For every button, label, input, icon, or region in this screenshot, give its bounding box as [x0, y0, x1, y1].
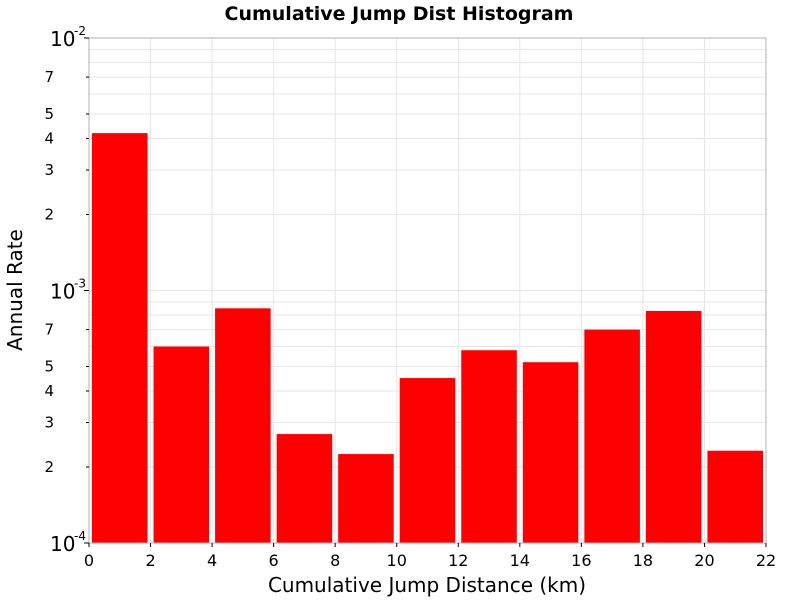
bar: [584, 329, 640, 543]
chart-title: Cumulative Jump Dist Histogram: [225, 3, 574, 25]
x-axis-ticks: 0 2 4 6 8 10 12 14 16 18 20 22: [84, 543, 776, 570]
x-tick-label: 18: [633, 551, 653, 570]
y-tick-label: 3: [44, 414, 54, 432]
bar: [92, 133, 148, 543]
x-tick-label: 16: [571, 551, 591, 570]
y-major-tick-label: 10: [50, 280, 75, 304]
y-major-tick-label: 10: [50, 532, 75, 556]
y-tick-label: 5: [44, 105, 54, 123]
bar: [153, 346, 210, 543]
y-tick-label: 7: [44, 321, 54, 339]
bar: [645, 310, 702, 543]
y-axis-label: Annual Rate: [3, 229, 27, 351]
x-tick-label: 20: [694, 551, 714, 570]
x-tick-label: 14: [510, 551, 530, 570]
y-major-tick-exponent: -4: [74, 529, 86, 543]
bars: [92, 133, 763, 543]
x-tick-label: 0: [84, 551, 94, 570]
y-major-tick-exponent: -2: [74, 24, 86, 38]
x-tick-label: 8: [330, 551, 340, 570]
x-tick-label: 12: [448, 551, 468, 570]
y-tick-label: 2: [44, 458, 54, 476]
x-tick-label: 10: [387, 551, 407, 570]
x-tick-label: 22: [756, 551, 776, 570]
x-tick-label: 6: [269, 551, 279, 570]
bar: [215, 308, 271, 543]
y-tick-label: 4: [44, 129, 54, 147]
y-tick-label: 3: [44, 161, 54, 179]
y-major-tick-exponent: -3: [74, 277, 86, 291]
bar: [461, 350, 517, 543]
bar: [338, 454, 394, 543]
x-tick-label: 4: [207, 551, 217, 570]
bar: [399, 378, 456, 543]
y-tick-label: 4: [44, 382, 54, 400]
bar: [522, 362, 579, 543]
y-tick-label: 7: [44, 68, 54, 86]
bar: [707, 450, 763, 543]
x-axis-label: Cumulative Jump Distance (km): [268, 573, 586, 597]
y-major-tick-label: 10: [50, 27, 75, 51]
bar: [276, 434, 333, 543]
y-tick-label: 2: [44, 205, 54, 223]
y-tick-label: 5: [44, 358, 54, 376]
x-tick-label: 2: [145, 551, 155, 570]
